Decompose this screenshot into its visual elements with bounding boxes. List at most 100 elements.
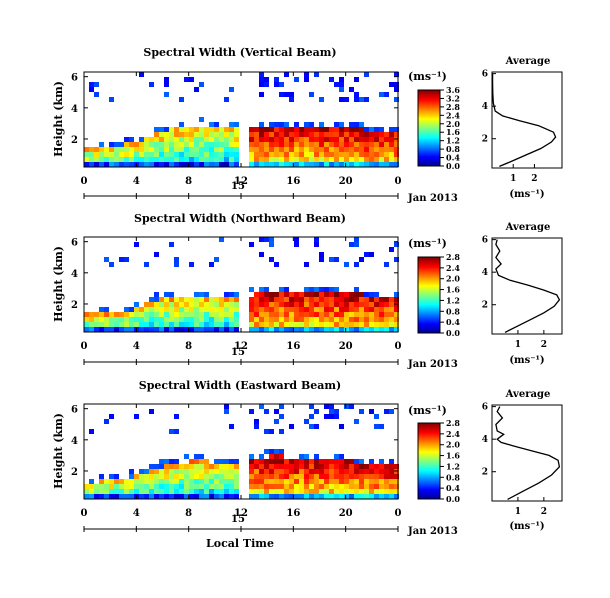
heatmap-cell bbox=[274, 484, 279, 489]
heatmap-cell bbox=[339, 479, 344, 484]
heatmap-cell bbox=[154, 157, 159, 162]
heatmap-cell bbox=[214, 302, 219, 307]
heatmap-cell bbox=[209, 469, 214, 474]
heatmap-cell bbox=[379, 459, 384, 464]
heatmap-cell bbox=[224, 297, 229, 302]
heatmap-cell bbox=[174, 489, 179, 494]
heatmap-cell bbox=[274, 122, 279, 127]
heatmap-cell bbox=[249, 302, 254, 307]
heatmap-cell bbox=[164, 484, 169, 489]
heatmap-cell bbox=[229, 132, 234, 137]
heatmap-cell bbox=[89, 317, 94, 322]
heatmap-cell bbox=[329, 297, 334, 302]
heatmap-cell bbox=[274, 137, 279, 142]
heatmap-cell bbox=[274, 127, 279, 132]
heatmap-cell bbox=[359, 479, 364, 484]
heatmap-cell bbox=[274, 459, 279, 464]
heatmap-cell bbox=[339, 132, 344, 137]
heatmap-cell bbox=[169, 459, 174, 464]
heatmap-cell bbox=[309, 92, 314, 97]
y-tick-label: 2 bbox=[71, 135, 78, 146]
heatmap-cell bbox=[119, 489, 124, 494]
heatmap-cell bbox=[309, 132, 314, 137]
heatmap-cell bbox=[259, 317, 264, 322]
y-tick-label: 6 bbox=[71, 238, 78, 249]
heatmap-cell bbox=[99, 494, 104, 499]
colorbar-tick-label: 3.6 bbox=[446, 85, 460, 95]
heatmap-cell bbox=[274, 147, 279, 152]
heatmap-cell bbox=[199, 489, 204, 494]
heatmap-cell bbox=[194, 459, 199, 464]
heatmap-cell bbox=[319, 292, 324, 297]
colorbar-gradient bbox=[417, 89, 441, 167]
heatmap-cell bbox=[374, 474, 379, 479]
heatmap-cell bbox=[324, 469, 329, 474]
heatmap-cell bbox=[314, 307, 319, 312]
heatmap-cell bbox=[269, 127, 274, 132]
heatmap-cell bbox=[254, 489, 259, 494]
heatmap-cell bbox=[384, 262, 389, 267]
heatmap-cell bbox=[139, 494, 144, 499]
heatmap-cell bbox=[369, 157, 374, 162]
heatmap-cell bbox=[104, 307, 109, 312]
heatmap-cell bbox=[184, 127, 189, 132]
heatmap-cell bbox=[364, 312, 369, 317]
heatmap-cell bbox=[174, 157, 179, 162]
heatmap-cell bbox=[229, 322, 234, 327]
heatmap-cell bbox=[359, 312, 364, 317]
heatmap-cell bbox=[94, 317, 99, 322]
heatmap-cell bbox=[134, 242, 139, 247]
heatmap-cell bbox=[299, 459, 304, 464]
heatmap-cell bbox=[339, 317, 344, 322]
x-tick-label: 8 bbox=[185, 508, 192, 519]
heatmap-cell bbox=[99, 322, 104, 327]
heatmap-cell bbox=[114, 322, 119, 327]
heatmap-cell bbox=[169, 292, 174, 297]
heatmap-cell bbox=[139, 327, 144, 332]
heatmap-cell bbox=[134, 322, 139, 327]
heatmap-cell bbox=[314, 464, 319, 469]
heatmap-cell bbox=[344, 464, 349, 469]
heatmap-cell bbox=[319, 317, 324, 322]
heatmap-cell bbox=[209, 464, 214, 469]
y-tick-label: 4 bbox=[71, 104, 78, 115]
heatmap-cell bbox=[394, 292, 399, 297]
heatmap-cell bbox=[284, 162, 289, 167]
heatmap-cell bbox=[219, 137, 224, 142]
heatmap-cell bbox=[154, 312, 159, 317]
heatmap-cell bbox=[319, 297, 324, 302]
heatmap-cell bbox=[184, 302, 189, 307]
heatmap-cell bbox=[199, 162, 204, 167]
heatmap-cell bbox=[224, 127, 229, 132]
heatmap-cell bbox=[254, 157, 259, 162]
heatmap-cell bbox=[199, 117, 204, 122]
heatmap-cell bbox=[224, 312, 229, 317]
heatmap-cell bbox=[304, 157, 309, 162]
heatmap-cell bbox=[229, 489, 234, 494]
heatmap-cell bbox=[309, 307, 314, 312]
heatmap-cell bbox=[214, 489, 219, 494]
heatmap-cell bbox=[379, 152, 384, 157]
heatmap-cell bbox=[269, 464, 274, 469]
heatmap-cell bbox=[264, 474, 269, 479]
heatmap-cell bbox=[359, 469, 364, 474]
heatmap-cell bbox=[354, 317, 359, 322]
heatmap-cell bbox=[364, 127, 369, 132]
heatmap-cell bbox=[294, 127, 299, 132]
heatmap-cell bbox=[149, 494, 154, 499]
heatmap-cell bbox=[174, 302, 179, 307]
heatmap-cell bbox=[209, 302, 214, 307]
heatmap-cell bbox=[334, 409, 339, 414]
heatmap-cell bbox=[144, 312, 149, 317]
heatmap-cell bbox=[84, 147, 89, 152]
heatmap-cell bbox=[154, 494, 159, 499]
heatmap-cell bbox=[184, 137, 189, 142]
heatmap-cell bbox=[334, 469, 339, 474]
colorbar-tick-label: 2.8 bbox=[446, 418, 460, 428]
average-profile-line bbox=[491, 73, 557, 167]
heatmap-cell bbox=[274, 132, 279, 137]
heatmap-cell bbox=[389, 317, 394, 322]
heatmap-cell bbox=[394, 322, 399, 327]
heatmap-cell bbox=[139, 307, 144, 312]
